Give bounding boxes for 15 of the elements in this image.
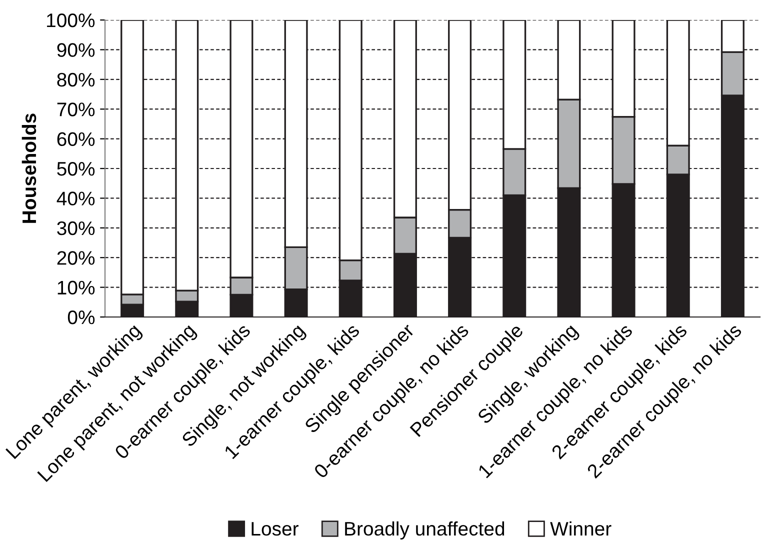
y-tick-label: 0%	[68, 310, 95, 324]
y-axis-title: Households	[22, 114, 36, 223]
y-tick-label: 50%	[57, 162, 95, 176]
y-tick-label: 20%	[57, 251, 95, 265]
y-tick-label: 40%	[56, 192, 95, 206]
y-tick-label: 60%	[57, 132, 95, 146]
legend-label: Broadly unaffected	[345, 521, 504, 540]
y-tick-label: 100%	[47, 13, 95, 28]
y-tick-label: 80%	[57, 72, 95, 87]
legend-label: Winner	[550, 521, 612, 536]
y-tick-label: 70%	[57, 102, 95, 116]
legend-label: Loser	[252, 522, 298, 536]
y-tick-label: 30%	[57, 221, 95, 236]
y-tick-label: 90%	[57, 43, 95, 57]
y-tick-label: 10%	[58, 280, 95, 295]
